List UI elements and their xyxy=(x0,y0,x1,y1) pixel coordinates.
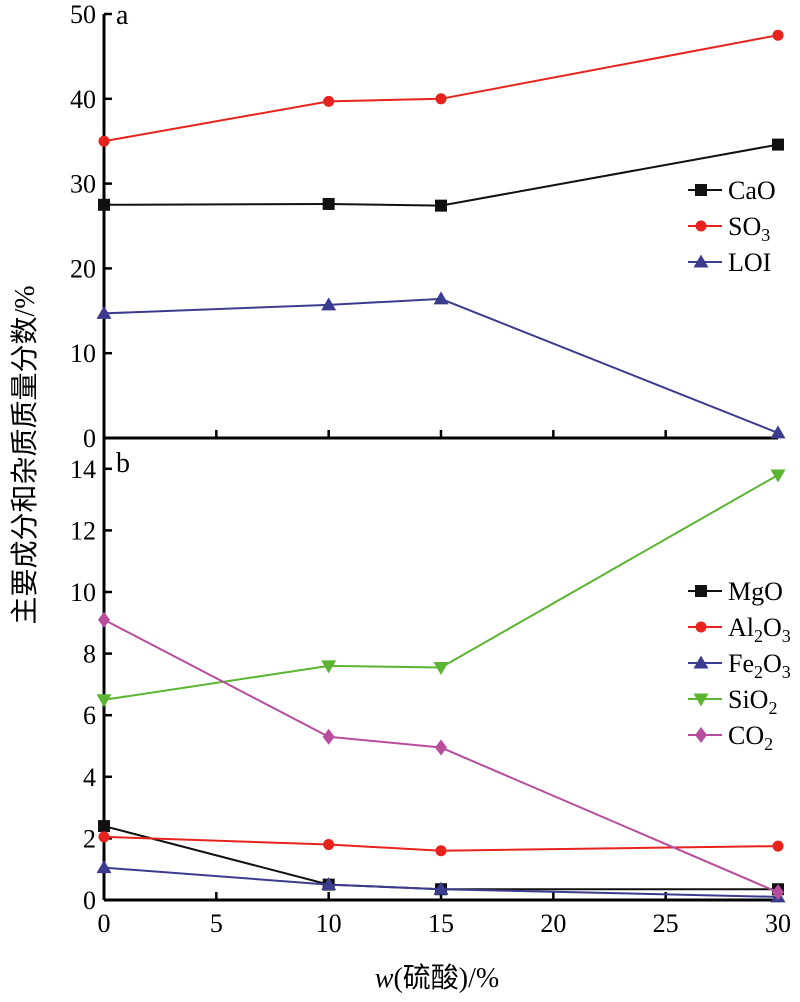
legend-label-b-3: SiO2 xyxy=(728,685,777,718)
y-tick-label-a: 40 xyxy=(70,85,96,114)
legend-label-b-0: MgO xyxy=(728,577,783,606)
x-tick-label-b: 30 xyxy=(765,909,791,938)
series-line-a-2 xyxy=(103,297,779,434)
data-point-a-2 xyxy=(321,297,337,311)
legend-text-part: CO xyxy=(728,721,764,750)
data-point-a-1 xyxy=(98,135,110,147)
series-line-b-2 xyxy=(103,866,779,898)
data-point-a-1 xyxy=(435,93,447,105)
y-tick-label-a: 50 xyxy=(70,0,96,29)
series-line-b-4 xyxy=(103,618,779,894)
legend-marker-a-2 xyxy=(693,254,709,268)
x-axis-title-rest: (硫酸)/% xyxy=(393,962,499,994)
y-tick-label-b: 6 xyxy=(83,701,96,730)
legend-label-b-1: Al2O3 xyxy=(728,613,791,646)
legend-text-part: SiO xyxy=(728,685,768,714)
data-point-b-3 xyxy=(433,661,449,675)
legend-subscript: 2 xyxy=(754,626,763,646)
legend-text-part: O xyxy=(763,613,782,642)
y-axis-title: 主要成分和杂质质量分数/% xyxy=(9,285,41,624)
legend-marker-b-2 xyxy=(693,655,709,669)
x-axis-title-symbol: w xyxy=(375,963,394,994)
panel-a: 0 10 20 30 40 50 a CaO SO3 LOI xyxy=(70,0,786,453)
x-tick-label-b: 10 xyxy=(316,909,342,938)
legend-text-part: Fe xyxy=(728,649,754,678)
legend-marker-b-0 xyxy=(695,585,707,597)
data-point-a-1 xyxy=(323,95,335,107)
y-tick-label-a: 20 xyxy=(70,254,96,283)
legend-subscript: 2 xyxy=(754,662,763,682)
x-tick-label-b: 0 xyxy=(98,909,111,938)
legend-subscript: 2 xyxy=(764,734,773,754)
legend-marker-a-0 xyxy=(695,184,707,196)
series-line-b-3 xyxy=(103,474,779,701)
legend-text-part: SO xyxy=(728,212,761,241)
legend-text-part: O xyxy=(763,649,782,678)
legend-subscript: 3 xyxy=(761,225,770,245)
data-point-a-2 xyxy=(96,305,112,319)
series-line-b-0 xyxy=(103,825,778,891)
legend-label-b-2: Fe2O3 xyxy=(728,649,791,682)
legend-label-a-2: LOI xyxy=(728,248,771,277)
y-tick-label-b: 8 xyxy=(83,640,96,669)
data-point-b-4 xyxy=(98,611,110,628)
x-tick-label-b: 20 xyxy=(540,909,566,938)
data-point-b-1 xyxy=(323,839,335,851)
data-point-b-2 xyxy=(433,881,449,895)
legend-marker-a-1 xyxy=(695,220,707,232)
x-axis-title: w(硫酸)/% xyxy=(375,962,499,994)
y-tick-label-b: 14 xyxy=(70,455,96,484)
x-tick-label-b: 15 xyxy=(428,909,454,938)
data-point-a-0 xyxy=(772,138,784,151)
y-tick-label-a: 0 xyxy=(83,424,96,453)
data-point-b-4 xyxy=(435,739,447,756)
data-point-b-2 xyxy=(321,877,337,891)
series-line-a-0 xyxy=(103,143,779,207)
legend-marker-b-3 xyxy=(693,693,709,707)
y-tick-label-b: 0 xyxy=(83,886,96,915)
data-point-a-0 xyxy=(98,198,110,211)
data-point-b-4 xyxy=(772,884,784,901)
legend-subscript: 3 xyxy=(782,626,791,646)
y-tick-label-b: 2 xyxy=(83,824,96,853)
legend-subscript: 2 xyxy=(768,698,777,718)
legend-text-part: CaO xyxy=(728,176,776,205)
legend-text-part: Al xyxy=(728,613,754,642)
legend-label-b-4: CO2 xyxy=(728,721,773,754)
data-point-a-2 xyxy=(433,291,449,305)
data-point-b-4 xyxy=(322,728,335,745)
data-point-b-3 xyxy=(321,660,337,674)
panel-letter-b: b xyxy=(116,448,130,479)
y-tick-label-b: 4 xyxy=(83,763,96,792)
legend-subscript: 3 xyxy=(782,662,791,682)
legend-text-part: LOI xyxy=(728,248,771,277)
data-point-b-1 xyxy=(772,840,784,852)
data-point-b-3 xyxy=(770,469,786,483)
legend-marker-b-4 xyxy=(695,727,707,743)
data-point-a-0 xyxy=(435,199,447,212)
y-tick-label-b: 12 xyxy=(70,516,96,545)
y-tick-label-a: 30 xyxy=(70,170,96,199)
legend-label-a-1: SO3 xyxy=(728,212,770,245)
data-point-b-0 xyxy=(98,820,110,833)
legend-label-a-0: CaO xyxy=(728,176,776,205)
data-point-b-1 xyxy=(98,831,110,843)
y-tick-label-a: 10 xyxy=(70,339,96,368)
y-tick-label-b: 10 xyxy=(70,578,96,607)
data-point-b-1 xyxy=(435,845,447,857)
data-point-a-2 xyxy=(770,425,786,439)
series-line-a-1 xyxy=(103,34,779,143)
data-point-a-0 xyxy=(322,197,335,210)
x-tick-label-b: 5 xyxy=(210,909,223,938)
data-point-a-1 xyxy=(772,29,784,41)
legend-marker-b-1 xyxy=(695,621,707,633)
data-point-b-2 xyxy=(96,860,112,874)
series-line-b-1 xyxy=(103,835,779,852)
panel-letter-a: a xyxy=(116,0,129,31)
legend-text-part: MgO xyxy=(728,577,783,606)
x-tick-label-b: 25 xyxy=(653,909,679,938)
data-point-b-3 xyxy=(96,694,112,708)
